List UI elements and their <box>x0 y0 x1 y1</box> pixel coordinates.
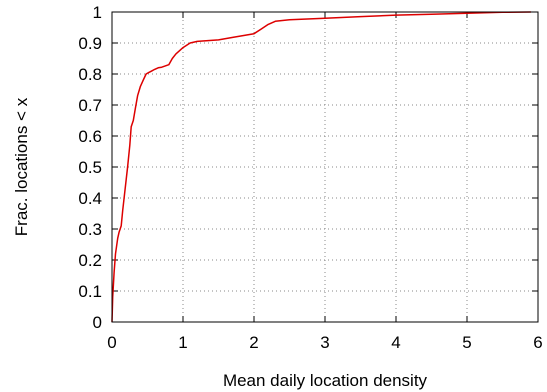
grid-lines <box>112 12 538 322</box>
y-tick-label: 0 <box>93 313 102 332</box>
x-axis-label: Mean daily location density <box>223 371 428 390</box>
y-tick-label: 0.2 <box>78 251 102 270</box>
x-tick-label: 5 <box>462 333 471 352</box>
y-tick-label: 0.3 <box>78 220 102 239</box>
y-tick-label: 0.7 <box>78 96 102 115</box>
tick-labels: 0 1 2 3 4 5 6 0 0.1 0.2 0.3 0.4 0.5 0.6 0.7 0.8 0.9 1 <box>78 3 542 352</box>
plot-frame <box>111 11 539 323</box>
x-tick-label: 4 <box>391 333 400 352</box>
y-tick-label: 0.4 <box>78 189 102 208</box>
y-tick-label: 0.1 <box>78 282 102 301</box>
x-tick-label: 2 <box>249 333 258 352</box>
y-tick-label: 0.9 <box>78 34 102 53</box>
y-tick-label: 0.8 <box>78 65 102 84</box>
y-tick-label: 0.6 <box>78 127 102 146</box>
x-tick-label: 6 <box>533 333 542 352</box>
x-tick-label: 0 <box>107 333 116 352</box>
x-tick-label: 1 <box>178 333 187 352</box>
y-axis-label: Frac. locations < x <box>12 97 31 236</box>
series-layer <box>111 11 531 323</box>
y-tick-label: 0.5 <box>78 158 102 177</box>
y-tick-label: 1 <box>93 3 102 22</box>
series-line-0 <box>111 11 531 323</box>
x-tick-label: 3 <box>320 333 329 352</box>
